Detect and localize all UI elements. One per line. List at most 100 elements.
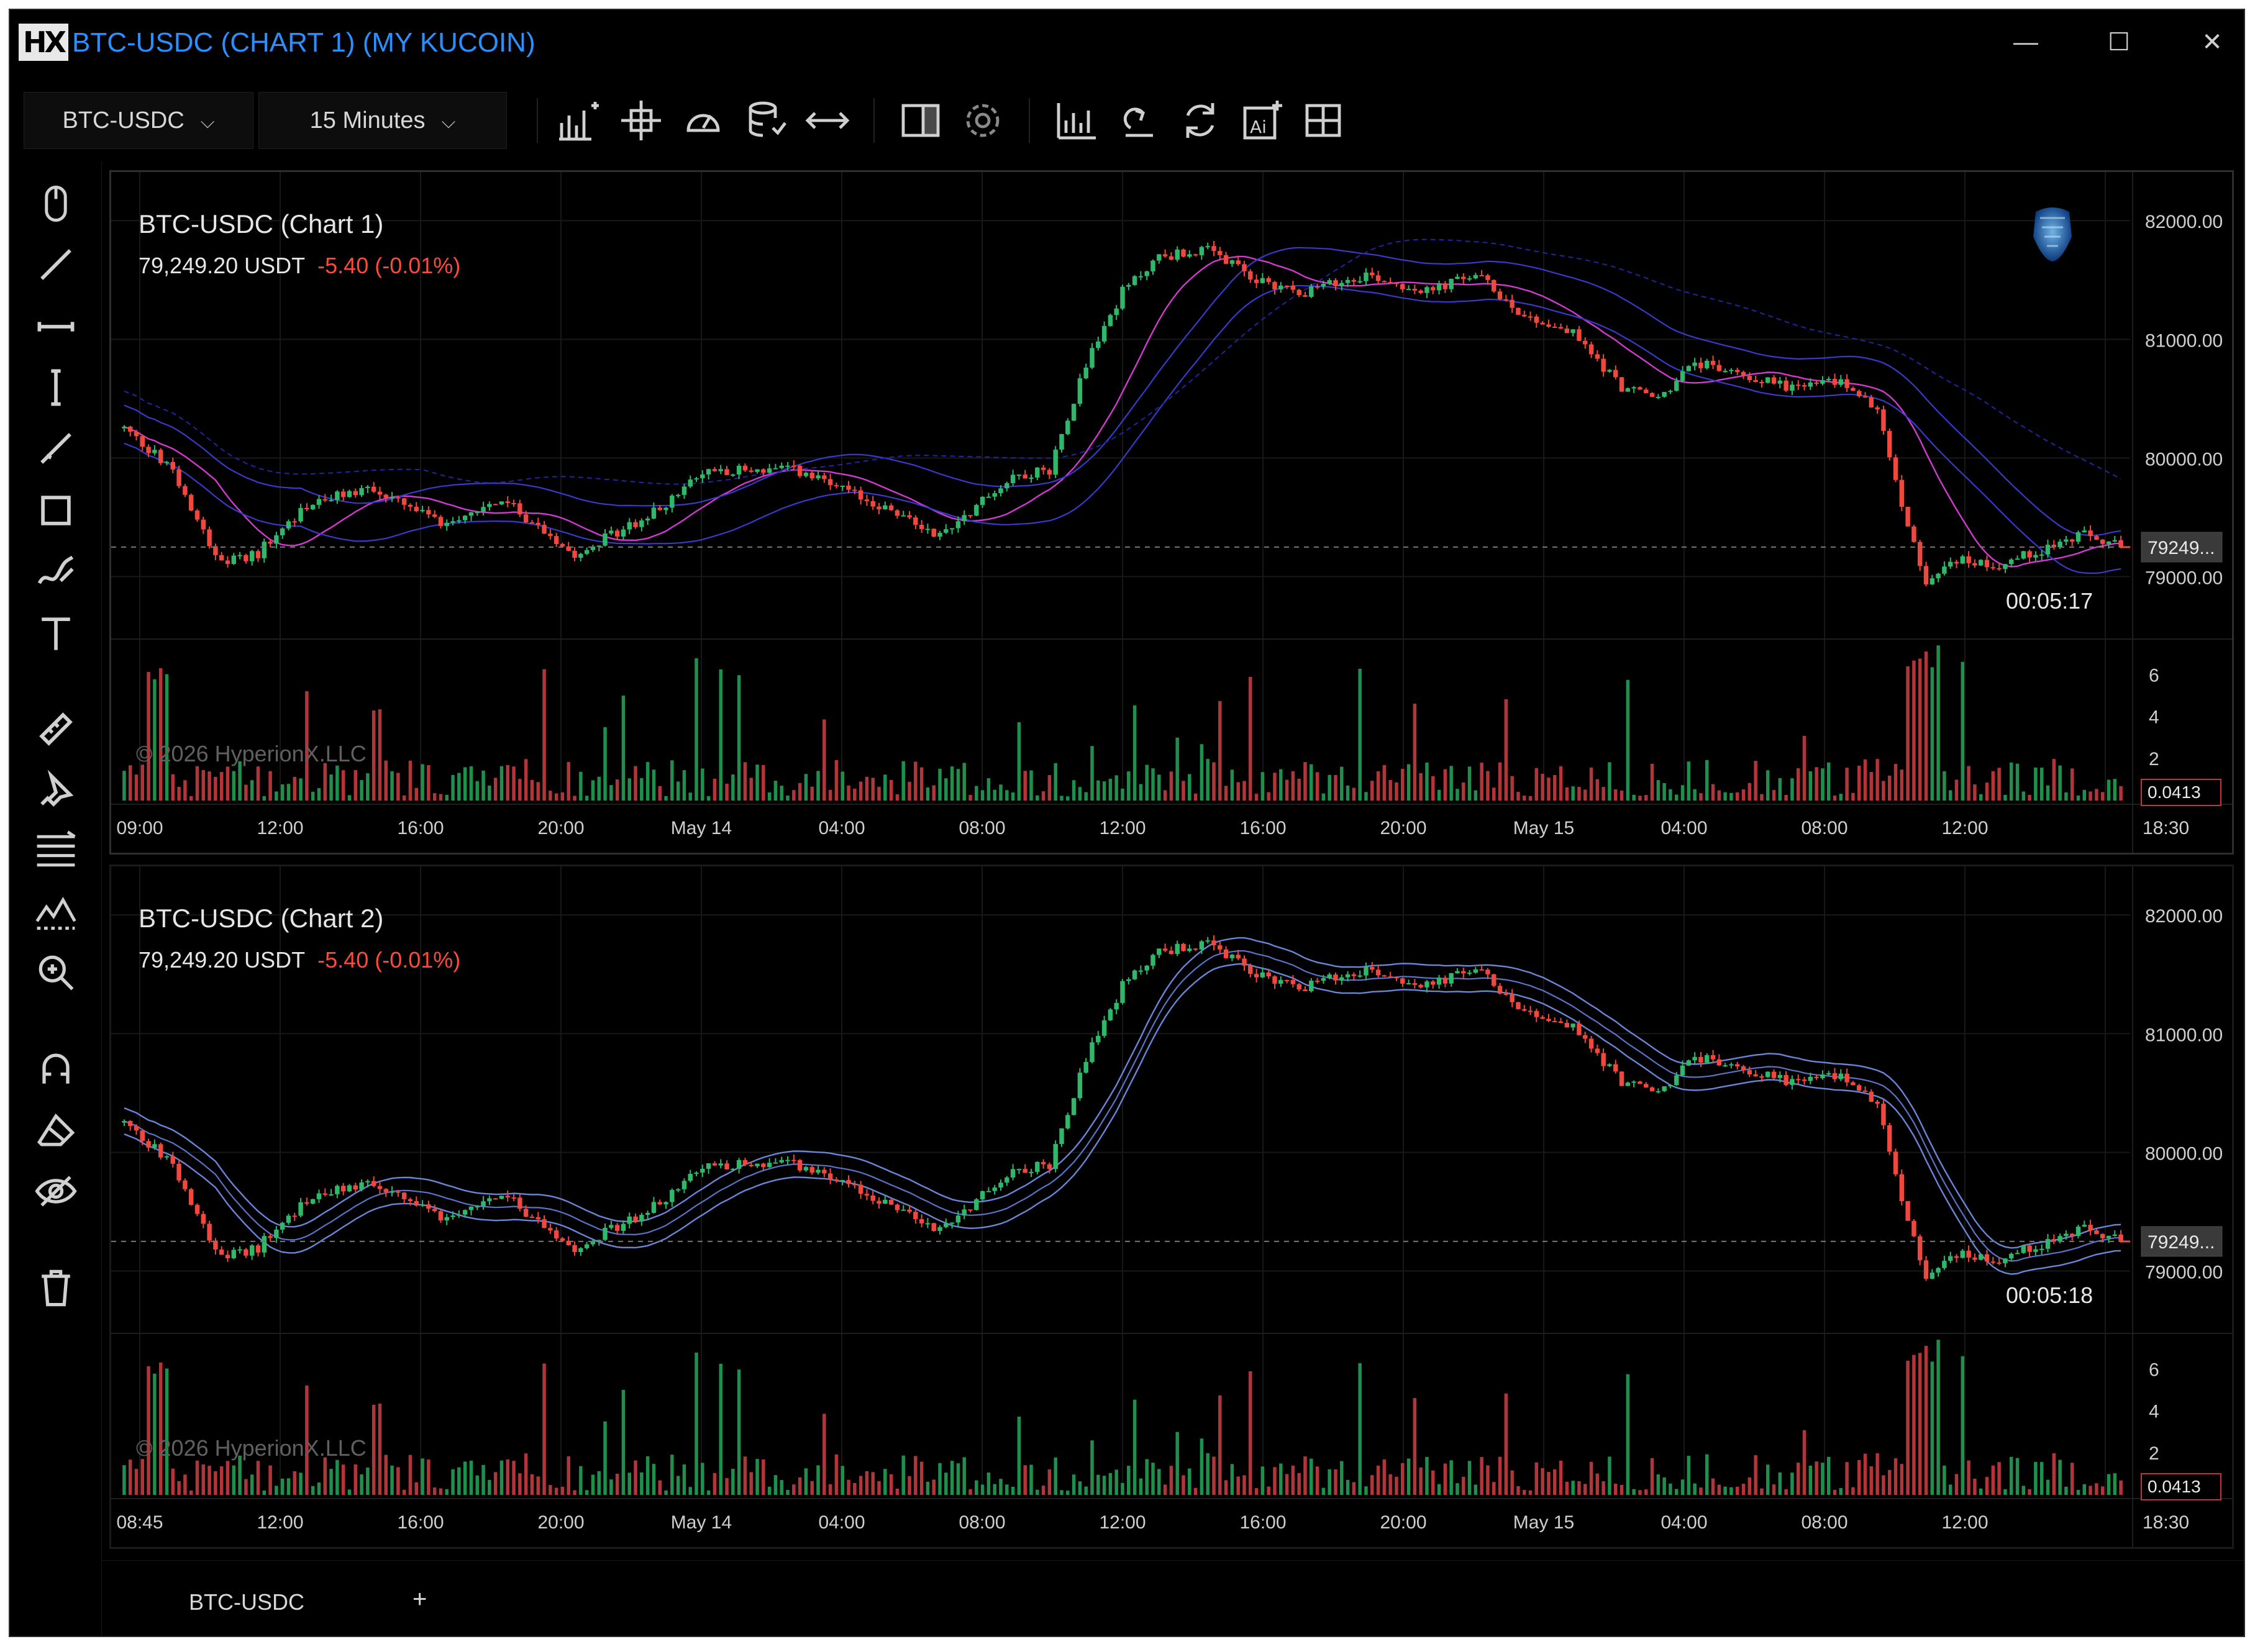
- candle-body: [1570, 1023, 1575, 1028]
- candle-body: [244, 555, 248, 561]
- ai-icon[interactable]: Ai: [1237, 98, 1287, 143]
- volume-tick-label: 6: [2149, 665, 2159, 686]
- mouse-pointer-icon[interactable]: [32, 180, 80, 227]
- refresh-icon[interactable]: [1175, 98, 1225, 143]
- bar-chart-icon[interactable]: [1051, 98, 1101, 143]
- trash-icon[interactable]: [32, 1264, 80, 1312]
- replay-icon[interactable]: [1113, 98, 1163, 143]
- magnet-icon[interactable]: [32, 1046, 80, 1093]
- candle-body: [1759, 381, 1764, 383]
- pin-icon[interactable]: [32, 766, 80, 814]
- candle-body: [1083, 367, 1088, 379]
- volume-bar: [293, 776, 297, 801]
- fib-lines-icon[interactable]: [32, 827, 80, 874]
- horizontal-line-icon[interactable]: [32, 303, 80, 350]
- volume-bar: [353, 770, 358, 801]
- volume-bar: [834, 760, 839, 801]
- volume-bar: [396, 1467, 400, 1495]
- volume-bar: [1857, 765, 1861, 801]
- volume-bar: [1260, 1466, 1265, 1495]
- layout-panel-icon[interactable]: [896, 98, 945, 143]
- volume-bar: [1918, 658, 1922, 801]
- candle-body: [365, 486, 370, 488]
- price-chart[interactable]: 82000.00 81000.00 80000.00 79000.00 79249...…: [111, 866, 2232, 1547]
- volume-bar: [749, 778, 753, 801]
- ruler-icon[interactable]: [32, 706, 80, 753]
- candle-body: [1309, 981, 1314, 992]
- volume-bar: [1650, 763, 1654, 801]
- candle-body: [1662, 1086, 1667, 1091]
- candle-body: [1029, 477, 1034, 479]
- candle-body: [670, 1190, 675, 1202]
- volume-bar: [1267, 1486, 1270, 1495]
- ray-icon[interactable]: [32, 425, 80, 472]
- minimize-button[interactable]: —: [2013, 29, 2038, 56]
- brush-icon[interactable]: [32, 548, 80, 595]
- eye-icon[interactable]: [32, 1168, 80, 1215]
- candle-body: [700, 1169, 705, 1173]
- close-button[interactable]: ✕: [2202, 29, 2223, 56]
- database-icon[interactable]: [740, 98, 790, 143]
- tab-btc-usdc[interactable]: BTC-USDC: [189, 1589, 304, 1615]
- volume-bar: [1315, 1466, 1319, 1495]
- pattern-icon[interactable]: [32, 888, 80, 935]
- symbol-dropdown[interactable]: BTC-USDC ⌵: [24, 92, 253, 149]
- arrows-horizontal-icon[interactable]: [803, 98, 852, 143]
- grid-icon[interactable]: [1300, 98, 1349, 143]
- rectangle-icon[interactable]: [32, 487, 80, 534]
- candle-body: [1583, 340, 1588, 345]
- time-tick-label: 16:00: [397, 818, 444, 838]
- time-tick-label: 08:00: [1801, 1512, 1847, 1533]
- volume-bar: [347, 795, 352, 801]
- crosshair-icon[interactable]: [616, 98, 666, 143]
- volume-bar: [402, 795, 406, 801]
- time-tick-label: 12:00: [257, 818, 303, 838]
- candle-body: [1942, 566, 1947, 574]
- volume-bar: [147, 671, 150, 801]
- candle-body: [1851, 388, 1856, 391]
- eraser-icon[interactable]: [32, 1107, 80, 1154]
- text-icon[interactable]: [32, 610, 80, 657]
- time-tick-label: 12:00: [1941, 818, 1988, 838]
- candle-body: [724, 1163, 729, 1169]
- gear-icon[interactable]: [958, 98, 1008, 143]
- chart-panel-2[interactable]: 82000.00 81000.00 80000.00 79000.00 79249...…: [109, 865, 2234, 1549]
- candle-body: [1023, 1169, 1027, 1173]
- volume-bar: [1802, 735, 1806, 801]
- price-readout: 79,249.20 USDT -5.40 (-0.01%): [139, 947, 460, 973]
- indicators-icon[interactable]: [554, 98, 604, 143]
- interval-dropdown[interactable]: 15 Minutes ⌵: [258, 92, 507, 149]
- candle-body: [1053, 450, 1058, 475]
- candle-body: [1936, 573, 1941, 579]
- candle-body: [432, 514, 437, 517]
- volume-bar: [567, 761, 570, 801]
- candle-body: [974, 505, 979, 516]
- volume-bar: [1401, 768, 1405, 801]
- vertical-line-icon[interactable]: [32, 364, 80, 411]
- volume-bar: [1090, 1440, 1094, 1495]
- candle-body: [937, 1227, 942, 1232]
- candle-body: [1150, 955, 1155, 966]
- add-tab-button[interactable]: +: [412, 1586, 427, 1613]
- volume-bar: [1717, 1484, 1721, 1495]
- speedometer-icon[interactable]: [678, 98, 728, 143]
- candle-body: [883, 1199, 888, 1204]
- volume-bar: [1114, 1469, 1118, 1495]
- volume-axis: 6 4 2 0.0413: [2141, 1359, 2221, 1500]
- candle-body: [1449, 279, 1454, 289]
- price-tick-label: 80000.00: [2145, 449, 2223, 470]
- volume-bar: [1108, 778, 1113, 801]
- candle-body: [1010, 474, 1016, 483]
- chart-panel-1[interactable]: 82000.00 81000.00 80000.00 79000.00 79249...…: [109, 170, 2234, 855]
- price-chart[interactable]: 82000.00 81000.00 80000.00 79000.00 79249...…: [111, 172, 2232, 853]
- volume-bar: [1638, 796, 1642, 801]
- candle-body: [1588, 344, 1594, 355]
- maximize-button[interactable]: ☐: [2108, 29, 2130, 56]
- zoom-icon[interactable]: [32, 949, 80, 996]
- volume-bar: [1188, 1468, 1191, 1495]
- time-tick-label: 16:00: [1239, 1512, 1286, 1533]
- volume-bar: [840, 1466, 844, 1495]
- trend-line-icon[interactable]: [32, 241, 80, 288]
- candle-body: [1473, 275, 1478, 279]
- volume-bar: [122, 1465, 126, 1495]
